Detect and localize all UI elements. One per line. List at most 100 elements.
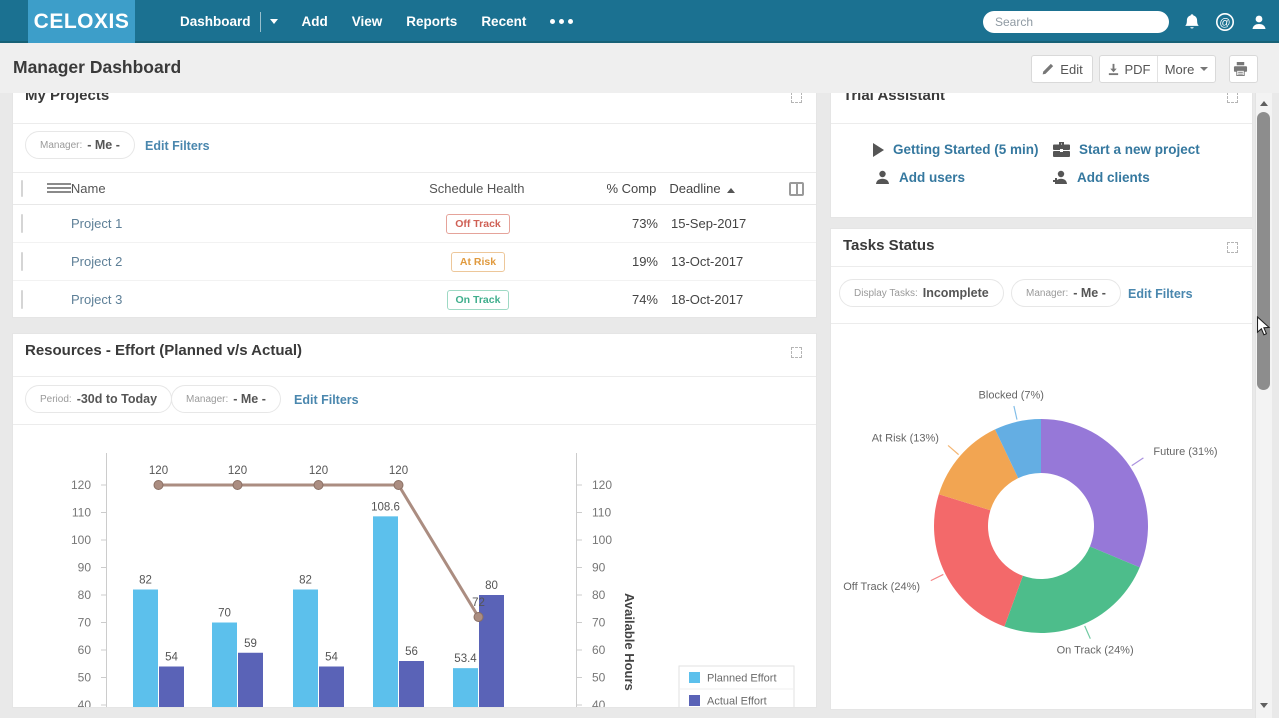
svg-text:60: 60 xyxy=(78,643,92,657)
svg-text:80: 80 xyxy=(485,580,498,592)
add-users-label: Add users xyxy=(899,170,966,185)
print-button[interactable] xyxy=(1229,55,1258,83)
manager-filter-chip[interactable]: Manager: - Me - xyxy=(171,385,281,413)
svg-text:60: 60 xyxy=(592,643,606,657)
filter-value: Incomplete xyxy=(922,286,989,300)
period-filter-chip[interactable]: Period: -30d to Today xyxy=(25,385,173,413)
scrollbar-thumb[interactable] xyxy=(1257,112,1270,390)
expand-panel-icon[interactable] xyxy=(1227,242,1238,253)
edit-button[interactable]: Edit xyxy=(1031,55,1093,83)
filter-value: - Me - xyxy=(233,392,266,406)
svg-text:On Track (24%): On Track (24%) xyxy=(1057,645,1134,657)
svg-text:100: 100 xyxy=(592,533,612,547)
deadline-value: 13-Oct-2017 xyxy=(671,254,744,269)
deadline-value: 18-Oct-2017 xyxy=(671,292,744,307)
svg-text:53.4: 53.4 xyxy=(454,653,477,665)
svg-text:50: 50 xyxy=(78,671,92,685)
row-checkbox[interactable] xyxy=(21,213,23,233)
svg-text:56: 56 xyxy=(405,646,418,658)
pencil-icon xyxy=(1042,63,1054,74)
celoxis-logo[interactable]: CELOXIS xyxy=(28,0,135,43)
pdf-button[interactable]: PDF xyxy=(1100,56,1157,82)
add-clients-link[interactable]: Add clients xyxy=(1053,170,1150,185)
svg-text:Available Hours: Available Hours xyxy=(622,593,637,691)
status-badge: At Risk xyxy=(450,251,506,272)
manager-filter-chip[interactable]: Manager: - Me - xyxy=(1011,279,1121,307)
user-profile-icon[interactable] xyxy=(1249,12,1269,32)
chevron-down-icon xyxy=(1200,67,1209,71)
menu-dashboard[interactable]: Dashboard xyxy=(180,11,278,32)
svg-text:Off Track (24%): Off Track (24%) xyxy=(843,581,920,593)
project-link[interactable]: Project 1 xyxy=(71,216,123,231)
row-checkbox[interactable] xyxy=(21,251,23,271)
scroll-down-arrow-icon[interactable] xyxy=(1255,697,1272,713)
svg-text:70: 70 xyxy=(78,616,92,630)
expand-panel-icon[interactable] xyxy=(1227,92,1238,103)
svg-text:90: 90 xyxy=(78,561,92,575)
row-checkbox[interactable] xyxy=(21,289,23,309)
svg-text:Future (31%): Future (31%) xyxy=(1153,446,1217,458)
expand-panel-icon[interactable] xyxy=(791,92,802,103)
filter-value: - Me - xyxy=(1073,286,1106,300)
svg-text:90: 90 xyxy=(592,561,606,575)
svg-text:70: 70 xyxy=(592,616,606,630)
filter-label: Manager: xyxy=(186,393,229,405)
svg-text:40: 40 xyxy=(78,698,92,708)
getting-started-link[interactable]: Getting Started (5 min) xyxy=(873,142,1039,157)
display-tasks-filter-chip[interactable]: Display Tasks: Incomplete xyxy=(839,279,1004,307)
project-link[interactable]: Project 3 xyxy=(71,292,123,307)
row-menu-icon[interactable] xyxy=(46,182,71,193)
status-badge: On Track xyxy=(446,289,510,310)
bell-icon[interactable] xyxy=(1182,12,1202,32)
edit-filters-link[interactable]: Edit Filters xyxy=(145,139,210,153)
search-input[interactable] xyxy=(983,11,1169,33)
add-users-link[interactable]: Add users xyxy=(875,170,965,185)
table-row: Project 1 Off Track 73% 15-Sep-2017 xyxy=(13,205,816,243)
menu-divider xyxy=(259,11,261,32)
project-link[interactable]: Project 2 xyxy=(71,254,123,269)
svg-text:120: 120 xyxy=(592,478,612,492)
more-button[interactable]: More xyxy=(1157,56,1215,82)
pdf-button-label: PDF xyxy=(1124,61,1151,77)
svg-text:Planned Effort: Planned Effort xyxy=(707,673,777,685)
menu-recent[interactable]: Recent xyxy=(481,14,527,29)
scroll-up-arrow-icon[interactable] xyxy=(1255,95,1272,111)
menu-view[interactable]: View xyxy=(351,14,383,29)
pdf-more-button-group: PDF More xyxy=(1099,55,1216,83)
column-settings-icon[interactable] xyxy=(789,182,805,197)
my-projects-panel: My Projects Manager: - Me - Edit Filters… xyxy=(12,78,817,318)
table-row: Project 3 On Track 74% 18-Oct-2017 xyxy=(13,281,816,317)
resources-effort-panel: Resources - Effort (Planned v/s Actual) … xyxy=(12,333,817,708)
svg-text:110: 110 xyxy=(72,506,91,520)
column-header-pct-comp[interactable]: % Comp xyxy=(606,181,657,196)
column-header-schedule-health[interactable]: Schedule Health xyxy=(429,181,525,196)
menu-overflow-ellipsis-icon[interactable] xyxy=(550,19,574,24)
manager-filter-chip[interactable]: Manager: - Me - xyxy=(25,131,135,159)
start-new-project-link[interactable]: Start a new project xyxy=(1053,142,1200,157)
briefcase-icon xyxy=(1053,142,1070,157)
filter-label: Period: xyxy=(40,393,72,405)
filter-label: Manager: xyxy=(1026,287,1069,299)
edit-filters-link[interactable]: Edit Filters xyxy=(294,393,359,407)
svg-text:120: 120 xyxy=(71,478,91,492)
edit-filters-link[interactable]: Edit Filters xyxy=(1128,287,1193,301)
top-navbar: CELOXIS Dashboard Add View Reports Recen… xyxy=(0,0,1279,43)
menu-reports[interactable]: Reports xyxy=(406,14,458,29)
chevron-down-icon[interactable] xyxy=(269,19,278,24)
menu-add[interactable]: Add xyxy=(301,14,328,29)
mentions-at-icon[interactable]: @ xyxy=(1215,12,1235,32)
svg-text:82: 82 xyxy=(139,575,152,587)
svg-text:80: 80 xyxy=(78,588,92,602)
svg-text:Actual Effort: Actual Effort xyxy=(707,696,767,708)
column-header-deadline[interactable]: Deadline xyxy=(656,181,789,196)
select-all-checkbox[interactable] xyxy=(21,180,23,197)
filter-value: - Me - xyxy=(87,138,120,152)
column-header-name[interactable]: Name xyxy=(70,181,106,196)
start-new-project-label: Start a new project xyxy=(1079,142,1200,157)
table-row: Project 2 At Risk 19% 13-Oct-2017 xyxy=(13,243,816,281)
effort-bar-line-chart: 40 40 50 50 60 60 70 70 80 80 90 90 100 100 110 110 120 1… xyxy=(71,453,795,708)
expand-panel-icon[interactable] xyxy=(791,347,802,358)
page-title: Manager Dashboard xyxy=(13,57,182,77)
tasks-status-donut-chart: Future (31%) On Track (24%) Off Track (24%… xyxy=(843,389,1217,657)
